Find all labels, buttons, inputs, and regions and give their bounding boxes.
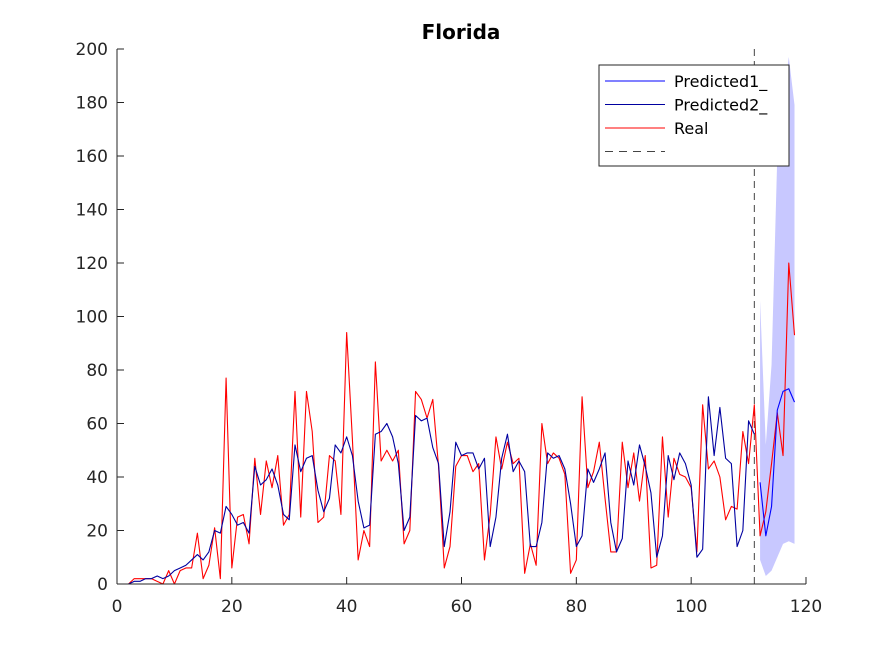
series-line-real [122, 262, 796, 585]
legend-label: Predicted1_ [674, 72, 768, 92]
x-tick-label: 40 [336, 597, 358, 617]
x-tick-label: 20 [221, 597, 243, 617]
y-tick-label: 80 [86, 361, 108, 381]
axes: 0 20 40 60 80 100 120 0 20 40 60 80 100 120 140 160 180 2… [76, 40, 823, 617]
confidence-band [760, 57, 795, 576]
legend: Predicted1_ Predicted2_ Real [598, 64, 790, 167]
y-tick-label: 20 [86, 522, 108, 542]
x-tick-label: 100 [675, 597, 707, 617]
y-tick-label: 0 [97, 575, 108, 595]
legend-label: Predicted2_ [674, 96, 768, 116]
legend-box [598, 64, 790, 167]
x-tick-label: 60 [451, 597, 473, 617]
legend-label: Real [674, 119, 709, 138]
x-tick-label: 0 [112, 597, 123, 617]
y-tick-label: 120 [76, 254, 108, 274]
x-tick-label: 80 [566, 597, 588, 617]
y-tick-label: 160 [76, 147, 108, 167]
chart-title: Florida [422, 20, 501, 44]
y-tick-label: 140 [76, 201, 108, 221]
y-tick-label: 180 [76, 94, 108, 114]
y-tick-label: 40 [86, 468, 108, 488]
x-tick-label: 120 [790, 597, 822, 617]
series-line-predicted1 [759, 388, 796, 537]
confidence-band-layer [760, 57, 795, 576]
series-line-predicted2 [122, 396, 755, 585]
y-tick-label: 100 [76, 308, 108, 328]
y-tick-label: 60 [86, 415, 108, 435]
y-tick-label: 200 [76, 40, 108, 60]
